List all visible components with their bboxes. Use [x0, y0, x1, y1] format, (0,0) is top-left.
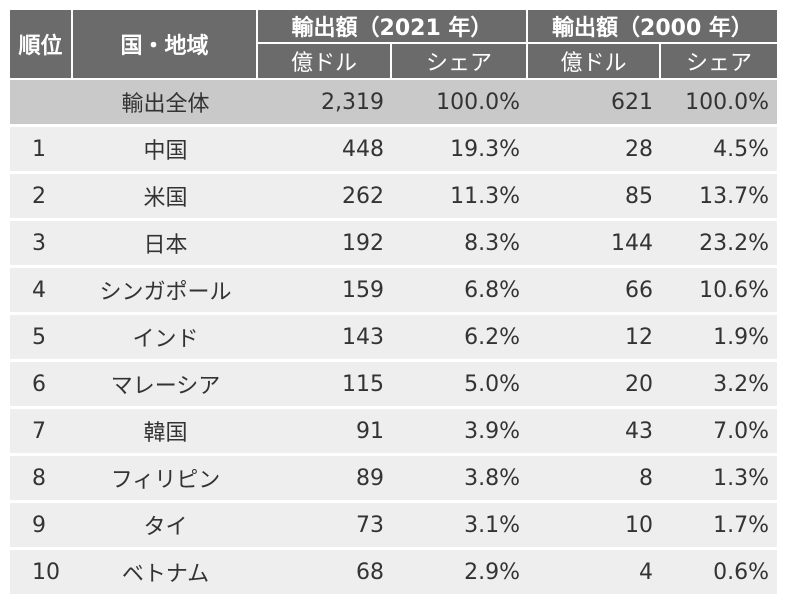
- total-s2021: 100.0%: [392, 80, 528, 127]
- cell-country: 米国: [73, 174, 258, 221]
- cell-v2021: 68: [258, 550, 392, 597]
- cell-v2000: 66: [528, 268, 661, 315]
- cell-s2000: 1.3%: [661, 456, 777, 503]
- cell-v2021: 192: [258, 221, 392, 268]
- cell-s2000: 23.2%: [661, 221, 777, 268]
- cell-rank: 10: [10, 550, 73, 597]
- cell-v2021: 262: [258, 174, 392, 221]
- cell-country: マレーシア: [73, 362, 258, 409]
- cell-rank: 9: [10, 503, 73, 550]
- cell-v2000: 144: [528, 221, 661, 268]
- cell-country: ベトナム: [73, 550, 258, 597]
- cell-v2000: 8: [528, 456, 661, 503]
- cell-v2000: 20: [528, 362, 661, 409]
- cell-country: インド: [73, 315, 258, 362]
- cell-v2000: 43: [528, 409, 661, 456]
- cell-s2021: 2.9%: [392, 550, 528, 597]
- cell-country: 日本: [73, 221, 258, 268]
- cell-v2021: 448: [258, 127, 392, 174]
- table-row: 4 シンガポール 159 6.8% 66 10.6%: [10, 268, 777, 315]
- header-unit-2021: 億ドル: [258, 44, 392, 80]
- header-exports-2021: 輸出額（2021 年）: [258, 10, 528, 44]
- table-row: 7 韓国 91 3.9% 43 7.0%: [10, 409, 777, 456]
- cell-s2000: 10.6%: [661, 268, 777, 315]
- cell-v2021: 91: [258, 409, 392, 456]
- cell-s2021: 6.2%: [392, 315, 528, 362]
- cell-v2000: 12: [528, 315, 661, 362]
- cell-s2021: 3.9%: [392, 409, 528, 456]
- cell-v2000: 10: [528, 503, 661, 550]
- table-row: 5 インド 143 6.2% 12 1.9%: [10, 315, 777, 362]
- cell-v2000: 4: [528, 550, 661, 597]
- cell-v2021: 143: [258, 315, 392, 362]
- cell-s2000: 1.7%: [661, 503, 777, 550]
- cell-s2000: 1.9%: [661, 315, 777, 362]
- cell-rank: 5: [10, 315, 73, 362]
- cell-rank: 3: [10, 221, 73, 268]
- table-row: 3 日本 192 8.3% 144 23.2%: [10, 221, 777, 268]
- cell-s2021: 19.3%: [392, 127, 528, 174]
- cell-v2021: 115: [258, 362, 392, 409]
- cell-s2021: 11.3%: [392, 174, 528, 221]
- cell-country: 中国: [73, 127, 258, 174]
- cell-v2021: 73: [258, 503, 392, 550]
- cell-v2021: 159: [258, 268, 392, 315]
- total-v2000: 621: [528, 80, 661, 127]
- table-row: 2 米国 262 11.3% 85 13.7%: [10, 174, 777, 221]
- header-share-2021: シェア: [392, 44, 528, 80]
- header-exports-2000: 輸出額（2000 年）: [528, 10, 777, 44]
- table-row: 10 ベトナム 68 2.9% 4 0.6%: [10, 550, 777, 597]
- cell-v2000: 85: [528, 174, 661, 221]
- cell-s2000: 13.7%: [661, 174, 777, 221]
- cell-rank: 4: [10, 268, 73, 315]
- table-row: 1 中国 448 19.3% 28 4.5%: [10, 127, 777, 174]
- cell-country: タイ: [73, 503, 258, 550]
- cell-country: シンガポール: [73, 268, 258, 315]
- cell-rank: 7: [10, 409, 73, 456]
- cell-rank: 8: [10, 456, 73, 503]
- header-unit-2000: 億ドル: [528, 44, 661, 80]
- total-label: 輸出全体: [73, 80, 258, 127]
- cell-country: フィリピン: [73, 456, 258, 503]
- table-row: 9 タイ 73 3.1% 10 1.7%: [10, 503, 777, 550]
- cell-s2021: 8.3%: [392, 221, 528, 268]
- cell-s2000: 7.0%: [661, 409, 777, 456]
- cell-s2000: 3.2%: [661, 362, 777, 409]
- cell-s2000: 4.5%: [661, 127, 777, 174]
- header-share-2000: シェア: [661, 44, 777, 80]
- cell-country: 韓国: [73, 409, 258, 456]
- cell-rank: 1: [10, 127, 73, 174]
- cell-s2021: 6.8%: [392, 268, 528, 315]
- cell-v2021: 89: [258, 456, 392, 503]
- header-rank: 順位: [10, 10, 73, 80]
- cell-rank: 6: [10, 362, 73, 409]
- cell-s2021: 3.8%: [392, 456, 528, 503]
- total-s2000: 100.0%: [661, 80, 777, 127]
- total-v2021: 2,319: [258, 80, 392, 127]
- exports-table: 順位 国・地域 輸出額（2021 年） 輸出額（2000 年） 億ドル シェア …: [10, 10, 777, 597]
- cell-rank: 2: [10, 174, 73, 221]
- total-row: 輸出全体 2,319 100.0% 621 100.0%: [10, 80, 777, 127]
- cell-s2021: 3.1%: [392, 503, 528, 550]
- cell-v2000: 28: [528, 127, 661, 174]
- table-row: 8 フィリピン 89 3.8% 8 1.3%: [10, 456, 777, 503]
- cell-s2000: 0.6%: [661, 550, 777, 597]
- table-row: 6 マレーシア 115 5.0% 20 3.2%: [10, 362, 777, 409]
- cell-s2021: 5.0%: [392, 362, 528, 409]
- header-country: 国・地域: [73, 10, 258, 80]
